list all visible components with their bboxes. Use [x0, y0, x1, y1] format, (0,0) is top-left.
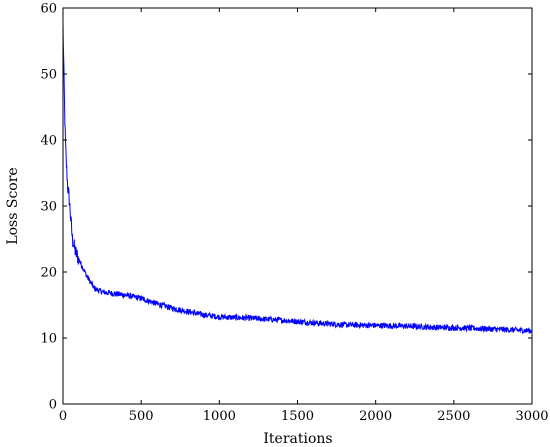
y-tick-label: 40: [40, 134, 57, 149]
x-tick-label: 0: [59, 409, 67, 424]
series-line-0: [63, 18, 532, 334]
y-axis-title: Loss Score: [5, 167, 21, 244]
plot-frame: [62, 7, 533, 405]
plot-area: [62, 7, 533, 405]
y-tick-label: 50: [40, 68, 57, 83]
x-tick-label: 1000: [203, 409, 236, 424]
y-tick-label: 0: [49, 398, 57, 413]
y-tick-label: 10: [40, 332, 57, 347]
x-tick-label: 500: [129, 409, 154, 424]
x-tick-label: 2500: [437, 409, 470, 424]
x-tick-label: 2000: [359, 409, 392, 424]
ticks-layer: 0 500 1000 1500 2000 2500 3000 0 10 20 30 40 50 60: [40, 2, 548, 425]
y-tick-label: 30: [40, 200, 57, 215]
x-tick-label: 1500: [281, 409, 314, 424]
x-axis-title: Iterations: [263, 431, 332, 447]
y-tick-label: 60: [40, 2, 57, 17]
series-layer: [63, 18, 532, 334]
y-tick-label: 20: [40, 266, 57, 281]
x-tick-label: 3000: [515, 409, 548, 424]
